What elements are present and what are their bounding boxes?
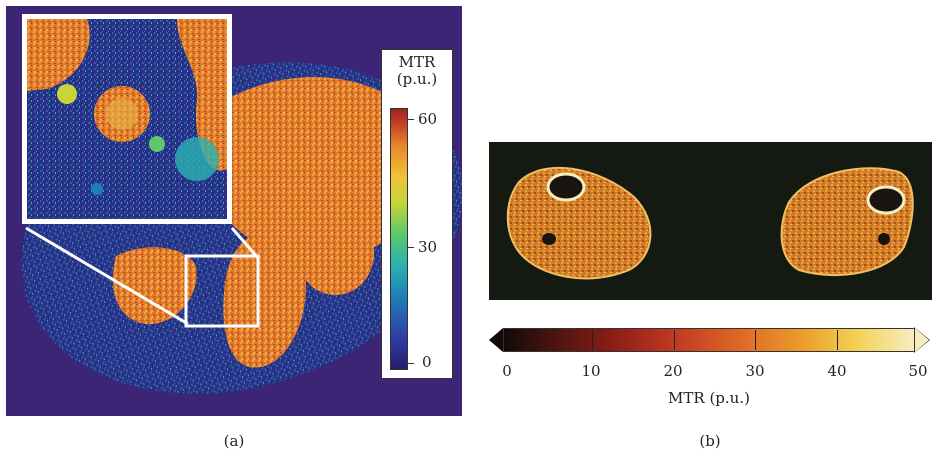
colorbar-title-line1: MTR [398,53,436,71]
colorbar-arrow-right [915,328,929,352]
zoom-inset-image [27,19,227,219]
colorbar-tick-label: 0 [422,353,432,371]
colorbar-h-tick-label: 0 [502,362,512,380]
colorbar-tick-mark [408,119,414,120]
colorbar-arrow-left [489,328,503,352]
leg-section-left [506,166,652,280]
bone-right [866,185,906,215]
muscle-region-left [112,247,197,325]
bone-small-right [878,233,890,245]
colorbar-h-axis-label: MTR (p.u.) [668,389,750,407]
colorbar-h-tick-label: 30 [745,362,765,380]
colorbar-vertical: MTR (p.u.) 60 30 0 [381,49,453,379]
colorbar-horizontal [503,328,915,352]
leg-section-right [780,167,914,276]
mtr-map-panel-b [489,142,932,300]
zoom-region-box [184,254,260,328]
colorbar-tick-label: 30 [418,238,438,256]
muscle-region-large [204,77,430,260]
colorbar-h-tick-mark [674,330,675,350]
caption-b: (b) [699,432,721,450]
colorbar-title-line2: (p.u.) [396,70,438,88]
zoom-inset [22,14,232,224]
colorbar-tick-mark [408,247,414,248]
colorbar-h-tick-mark [837,330,838,350]
colorbar-tick-label: 60 [418,110,438,128]
muscle-region-lower [223,231,306,368]
colorbar-h-tick-label: 20 [663,362,683,380]
zoom-connector-line [25,226,189,326]
bone-left [546,172,586,202]
caption-a: (a) [223,432,245,450]
colorbar-h-tick-label: 10 [581,362,601,380]
colorbar-tick-mark [408,363,414,364]
colorbar-gradient [390,108,408,370]
leg-cross-sections-image [506,166,914,280]
colorbar-h-tick-label: 40 [827,362,847,380]
colorbar-h-tick-mark [592,330,593,350]
colorbar-h-tick-label: 50 [908,362,928,380]
colorbar-h-tick-mark [755,330,756,350]
bone-small-left [542,233,556,245]
mtr-map-panel-a: MTR (p.u.) 60 30 0 [6,6,462,416]
muscle-region-right [298,215,375,295]
zoom-connector-line [230,227,260,259]
